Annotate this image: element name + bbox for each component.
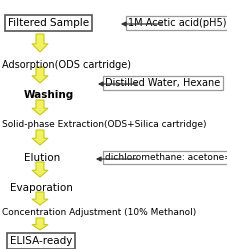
FancyArrow shape [32,162,48,177]
Text: Evaporation: Evaporation [10,183,73,193]
Text: ELISA-ready: ELISA-ready [10,236,72,246]
FancyArrow shape [32,100,48,115]
FancyArrow shape [32,34,48,52]
FancyArrow shape [32,130,48,145]
FancyArrow shape [32,67,48,83]
FancyArrow shape [32,218,48,230]
Text: Adsorption(ODS cartridge): Adsorption(ODS cartridge) [2,60,131,70]
Text: Filtered Sample: Filtered Sample [8,18,89,28]
Text: Solid-phase Extraction(ODS+Silica cartridge): Solid-phase Extraction(ODS+Silica cartri… [2,120,206,129]
Text: Distilled Water, Hexane: Distilled Water, Hexane [105,78,219,88]
Text: dichloromethane: acetone=9:1: dichloromethane: acetone=9:1 [105,153,227,162]
Text: 1M Acetic acid(pH5): 1M Acetic acid(pH5) [127,18,225,28]
FancyArrow shape [32,192,48,205]
Text: Concentration Adjustment (10% Methanol): Concentration Adjustment (10% Methanol) [2,208,195,217]
Text: Washing: Washing [24,90,74,100]
Text: Elution: Elution [24,153,60,163]
